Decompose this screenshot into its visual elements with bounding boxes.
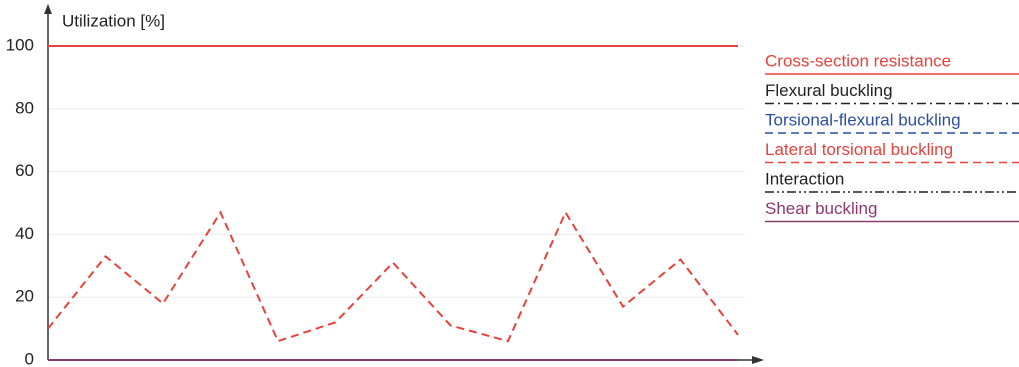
y-tick-label: 60 — [15, 161, 34, 180]
y-axis-arrow — [44, 4, 52, 14]
legend-label: Flexural buckling — [765, 81, 893, 100]
y-tick-label: 20 — [15, 287, 34, 306]
series-line — [47, 210, 739, 343]
y-tick-label: 40 — [15, 224, 34, 243]
legend-label: Torsional-flexural buckling — [765, 110, 961, 129]
legend-label: Shear buckling — [765, 199, 877, 218]
legend-label: Interaction — [765, 169, 844, 188]
y-tick-label: 80 — [15, 98, 34, 117]
y-tick-label: 0 — [25, 349, 34, 367]
legend-label: Lateral torsional buckling — [765, 140, 953, 159]
y-axis-title: Utilization [%] — [62, 11, 165, 30]
legend-label: Cross-section resistance — [765, 51, 951, 70]
y-tick-label: 100 — [6, 35, 34, 54]
x-axis-arrow — [752, 356, 764, 364]
